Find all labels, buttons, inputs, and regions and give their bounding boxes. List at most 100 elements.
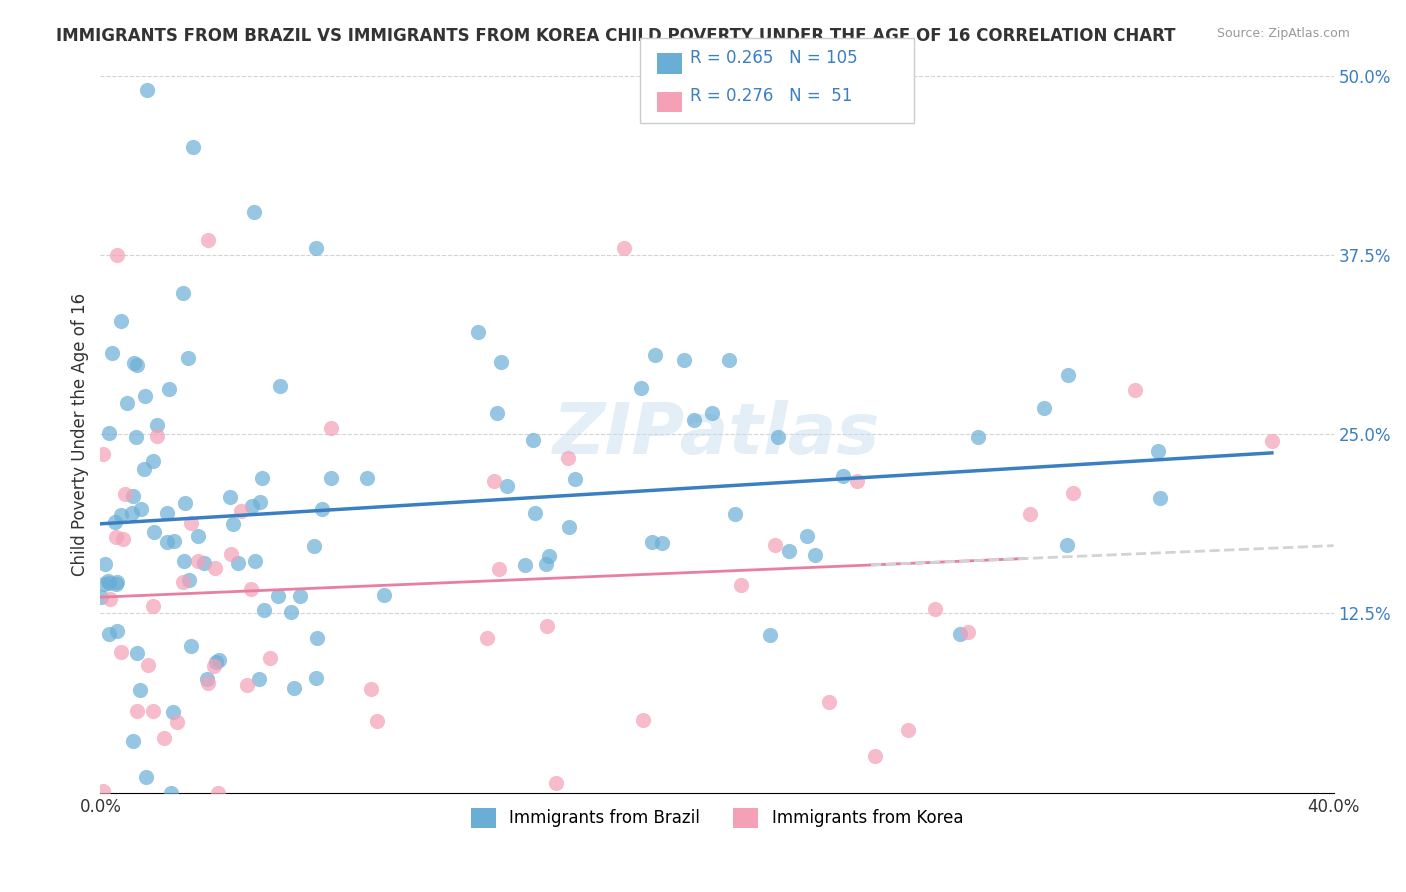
Immigrants from Korea — [730, 578, 752, 592]
Immigrants from Brazil — [489, 355, 512, 369]
Immigrants from Brazil — [100, 346, 122, 360]
Immigrants from Brazil — [97, 575, 120, 590]
Immigrants from Korea — [319, 421, 342, 435]
Immigrants from Brazil — [644, 348, 666, 362]
Immigrants from Brazil — [1147, 443, 1170, 458]
Immigrants from Brazil — [179, 573, 201, 587]
Immigrants from Brazil — [564, 472, 586, 486]
Immigrants from Korea — [924, 601, 946, 615]
Immigrants from Brazil — [718, 353, 741, 368]
Immigrants from Brazil — [245, 554, 267, 568]
Immigrants from Brazil — [208, 653, 231, 667]
Immigrants from Brazil — [557, 520, 579, 534]
Immigrants from Korea — [546, 776, 568, 790]
Immigrants from Korea — [897, 723, 920, 738]
Immigrants from Brazil — [1057, 368, 1080, 383]
Immigrants from Brazil — [724, 507, 747, 521]
Immigrants from Brazil — [247, 672, 270, 686]
Immigrants from Brazil — [173, 554, 195, 568]
Immigrants from Korea — [110, 645, 132, 659]
Immigrants from Brazil — [107, 624, 129, 638]
Immigrants from Korea — [125, 704, 148, 718]
Immigrants from Brazil — [356, 471, 378, 485]
Immigrants from Korea — [360, 681, 382, 696]
Immigrants from Korea — [166, 714, 188, 729]
Immigrants from Brazil — [702, 406, 724, 420]
Immigrants from Brazil — [283, 681, 305, 695]
Immigrants from Brazil — [163, 533, 186, 548]
Immigrants from Korea — [631, 714, 654, 728]
Immigrants from Korea — [763, 538, 786, 552]
Immigrants from Brazil — [105, 575, 128, 590]
Immigrants from Brazil — [157, 382, 180, 396]
Immigrants from Brazil — [145, 418, 167, 433]
Immigrants from Korea — [197, 676, 219, 690]
Immigrants from Korea — [846, 474, 869, 488]
Immigrants from Brazil — [311, 502, 333, 516]
Immigrants from Brazil — [125, 358, 148, 372]
Immigrants from Brazil — [160, 786, 183, 800]
Immigrants from Brazil — [250, 471, 273, 485]
Immigrants from Brazil — [683, 413, 706, 427]
Immigrants from Brazil — [534, 557, 557, 571]
Immigrants from Brazil — [115, 395, 138, 409]
Immigrants from Brazil — [537, 549, 560, 563]
Immigrants from Korea — [104, 530, 127, 544]
Immigrants from Brazil — [240, 499, 263, 513]
Immigrants from Brazil — [522, 433, 544, 447]
Immigrants from Korea — [817, 695, 839, 709]
Immigrants from Brazil — [832, 468, 855, 483]
Immigrants from Korea — [91, 447, 114, 461]
Immigrants from Korea — [536, 619, 558, 633]
Immigrants from Korea — [142, 599, 165, 613]
Immigrants from Brazil — [778, 544, 800, 558]
Immigrants from Brazil — [373, 588, 395, 602]
Immigrants from Brazil — [177, 351, 200, 366]
Immigrants from Brazil — [1033, 401, 1056, 416]
Immigrants from Brazil — [803, 549, 825, 563]
Immigrants from Brazil — [129, 501, 152, 516]
Immigrants from Brazil — [122, 489, 145, 503]
Immigrants from Brazil — [127, 646, 149, 660]
Immigrants from Korea — [956, 625, 979, 640]
Immigrants from Brazil — [949, 627, 972, 641]
Immigrants from Brazil — [132, 462, 155, 476]
Immigrants from Brazil — [305, 241, 328, 255]
Immigrants from Brazil — [103, 515, 125, 529]
Immigrants from Korea — [613, 241, 636, 255]
Immigrants from Korea — [207, 786, 229, 800]
Text: Source: ZipAtlas.com: Source: ZipAtlas.com — [1216, 27, 1350, 40]
Immigrants from Brazil — [966, 430, 988, 444]
Immigrants from Brazil — [630, 381, 652, 395]
Immigrants from Korea — [1261, 434, 1284, 449]
Immigrants from Brazil — [485, 406, 508, 420]
Immigrants from Brazil — [121, 734, 143, 748]
Immigrants from Brazil — [205, 655, 228, 669]
Immigrants from Brazil — [172, 285, 194, 300]
Immigrants from Brazil — [134, 389, 156, 403]
Immigrants from Brazil — [321, 470, 343, 484]
Immigrants from Korea — [204, 560, 226, 574]
Text: R = 0.265   N = 105: R = 0.265 N = 105 — [690, 49, 858, 67]
Immigrants from Brazil — [467, 325, 489, 339]
Immigrants from Korea — [145, 429, 167, 443]
Immigrants from Brazil — [249, 494, 271, 508]
Immigrants from Brazil — [122, 356, 145, 370]
Immigrants from Korea — [105, 248, 128, 262]
Immigrants from Brazil — [1056, 538, 1078, 552]
Immigrants from Brazil — [125, 430, 148, 444]
Immigrants from Brazil — [90, 591, 112, 605]
Immigrants from Brazil — [288, 590, 311, 604]
Immigrants from Brazil — [796, 529, 818, 543]
Immigrants from Brazil — [221, 516, 243, 531]
Immigrants from Korea — [557, 450, 579, 465]
Immigrants from Brazil — [156, 534, 179, 549]
Immigrants from Korea — [142, 704, 165, 718]
Immigrants from Brazil — [219, 491, 242, 505]
Immigrants from Brazil — [98, 426, 121, 441]
Immigrants from Brazil — [495, 479, 517, 493]
Immigrants from Korea — [136, 657, 159, 672]
Immigrants from Brazil — [135, 83, 157, 97]
Immigrants from Korea — [187, 554, 209, 568]
Immigrants from Korea — [239, 582, 262, 596]
